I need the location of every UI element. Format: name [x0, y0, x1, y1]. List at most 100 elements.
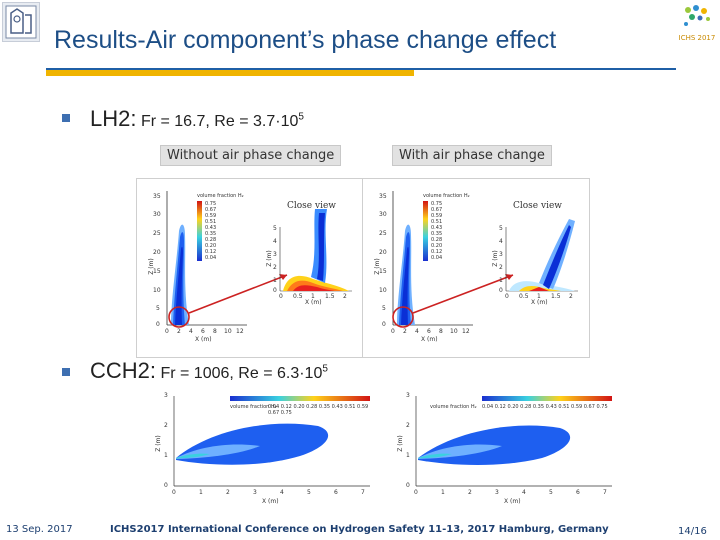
zoom-x-tick: 2 [569, 293, 573, 300]
close-view-label: Close view [287, 201, 336, 211]
zoom-x-axis-label: X (m) [305, 299, 322, 306]
zoom-x-tick: 1.5 [325, 293, 335, 300]
university-logo-graphic [5, 5, 37, 39]
z-tick: 2 [406, 422, 410, 429]
zoom-x-tick: 1 [537, 293, 541, 300]
zoom-x-tick: 2 [343, 293, 347, 300]
conference-logo-mark [684, 5, 710, 26]
x-tick: 3 [495, 489, 499, 496]
x-tick: 5 [307, 489, 311, 496]
x-tick: 10 [224, 328, 232, 335]
z-tick: 0 [406, 482, 410, 489]
x-tick: 10 [450, 328, 458, 335]
caption-without-air-phase-change: Without air phase change [160, 145, 342, 166]
z-tick: 15 [153, 268, 161, 275]
cch2-params: Fr = 1006, Re = 6.3·10 [160, 365, 323, 382]
zoom-z-axis-label: Z (m) [265, 250, 273, 267]
z-tick: 20 [379, 249, 387, 256]
cch2-plot-without: volume fraction H₂ 0.04 0.12 0.20 0.28 0… [150, 390, 376, 508]
zoom-x-tick: 0 [505, 293, 509, 300]
zoom-z-tick: 1 [499, 277, 503, 284]
z-tick: 1 [406, 452, 410, 459]
z-tick: 30 [153, 211, 161, 218]
zoom-x-tick: 0.5 [519, 293, 529, 300]
x-axis-label: X (m) [421, 336, 438, 343]
x-tick: 3 [253, 489, 257, 496]
zoom-z-tick: 2 [499, 264, 503, 271]
x-axis-label: X (m) [262, 498, 279, 505]
footer-conference: ICHS2017 International Conference on Hyd… [110, 524, 609, 535]
zoom-z-tick: 3 [273, 251, 277, 258]
z-tick: 0 [382, 321, 386, 328]
legend-values: 0.75 0.67 0.59 0.51 0.43 0.35 0.28 0.20 0.12 0.04 [205, 201, 217, 261]
zoom-x-tick: 1 [311, 293, 315, 300]
z-tick: 3 [164, 392, 168, 399]
x-tick: 7 [603, 489, 607, 496]
bullet-lh2: LH2: Fr = 16.7, Re = 3.7·105 [90, 106, 304, 132]
zoom-z-tick: 3 [499, 251, 503, 258]
z-tick: 30 [379, 211, 387, 218]
zoom-z-tick: 2 [273, 264, 277, 271]
z-axis-label: Z (m) [373, 258, 381, 275]
z-tick: 3 [406, 392, 410, 399]
x-tick: 6 [427, 328, 431, 335]
panel-without-phase-change: volume fraction H₂ 0.75 0.67 0.59 0.51 0.43 0… [137, 179, 362, 357]
title-rule [46, 68, 676, 70]
z-tick: 25 [153, 230, 161, 237]
zoom-z-tick: 4 [273, 238, 277, 245]
zoom-z-tick: 1 [273, 277, 277, 284]
z-axis-label: Z (m) [396, 435, 404, 452]
zoom-z-tick: 0 [273, 287, 277, 294]
z-tick: 25 [379, 230, 387, 237]
lh2-params: Fr = 16.7, Re = 3.7·10 [140, 113, 299, 130]
legend-values: 0.75 0.67 0.59 0.51 0.43 0.35 0.28 0.20 0.12 0.04 [431, 201, 443, 261]
z-tick: 35 [379, 193, 387, 200]
panel-divider [362, 179, 363, 357]
zoom-x-tick: 0.5 [293, 293, 303, 300]
z-tick: 15 [379, 268, 387, 275]
x-tick: 6 [201, 328, 205, 335]
z-axis-label: Z (m) [147, 258, 155, 275]
zoom-z-tick: 4 [499, 238, 503, 245]
close-view-label: Close view [513, 201, 562, 211]
zoom-x-tick: 0 [279, 293, 283, 300]
legend-values: 0.04 0.12 0.20 0.28 0.35 0.43 0.51 0.59 … [268, 404, 369, 416]
x-tick: 6 [334, 489, 338, 496]
z-tick: 5 [382, 305, 386, 312]
x-tick: 7 [361, 489, 365, 496]
z-axis-label: Z (m) [154, 435, 162, 452]
bullet-marker [62, 368, 70, 376]
x-axis-label: X (m) [504, 498, 521, 505]
x-tick: 0 [172, 489, 176, 496]
zoom-x-axis-label: X (m) [531, 299, 548, 306]
x-tick: 12 [462, 328, 470, 335]
z-tick: 20 [153, 249, 161, 256]
x-tick: 2 [468, 489, 472, 496]
page-number: 14/16 [678, 526, 707, 537]
x-tick: 0 [391, 328, 395, 335]
x-tick: 4 [189, 328, 193, 335]
z-tick: 5 [156, 305, 160, 312]
x-tick: 4 [280, 489, 284, 496]
cch2-contour-without [173, 396, 370, 487]
x-tick: 2 [177, 328, 181, 335]
x-tick: 0 [165, 328, 169, 335]
bullet-cch2: CCH2: Fr = 1006, Re = 6.3·105 [90, 358, 328, 384]
zoom-z-tick: 0 [499, 287, 503, 294]
z-tick: 1 [164, 452, 168, 459]
z-tick: 10 [379, 287, 387, 294]
contour-plot-without [166, 191, 352, 328]
x-tick: 1 [199, 489, 203, 496]
legend-title: volume fraction H₂ [197, 193, 244, 199]
zoom-z-tick: 5 [499, 225, 503, 232]
x-tick: 4 [522, 489, 526, 496]
x-tick: 0 [414, 489, 418, 496]
x-tick: 1 [441, 489, 445, 496]
cch2-contour-with [415, 396, 612, 487]
panel-with-phase-change: volume fraction H₂ 0.75 0.67 0.59 0.51 0.43 0… [363, 179, 588, 357]
x-tick: 2 [403, 328, 407, 335]
legend-title: volume fraction H₂ [430, 404, 477, 410]
footer-date: 13 Sep. 2017 [6, 524, 73, 535]
x-tick: 12 [236, 328, 244, 335]
cch2-label: CCH2: [90, 358, 157, 383]
